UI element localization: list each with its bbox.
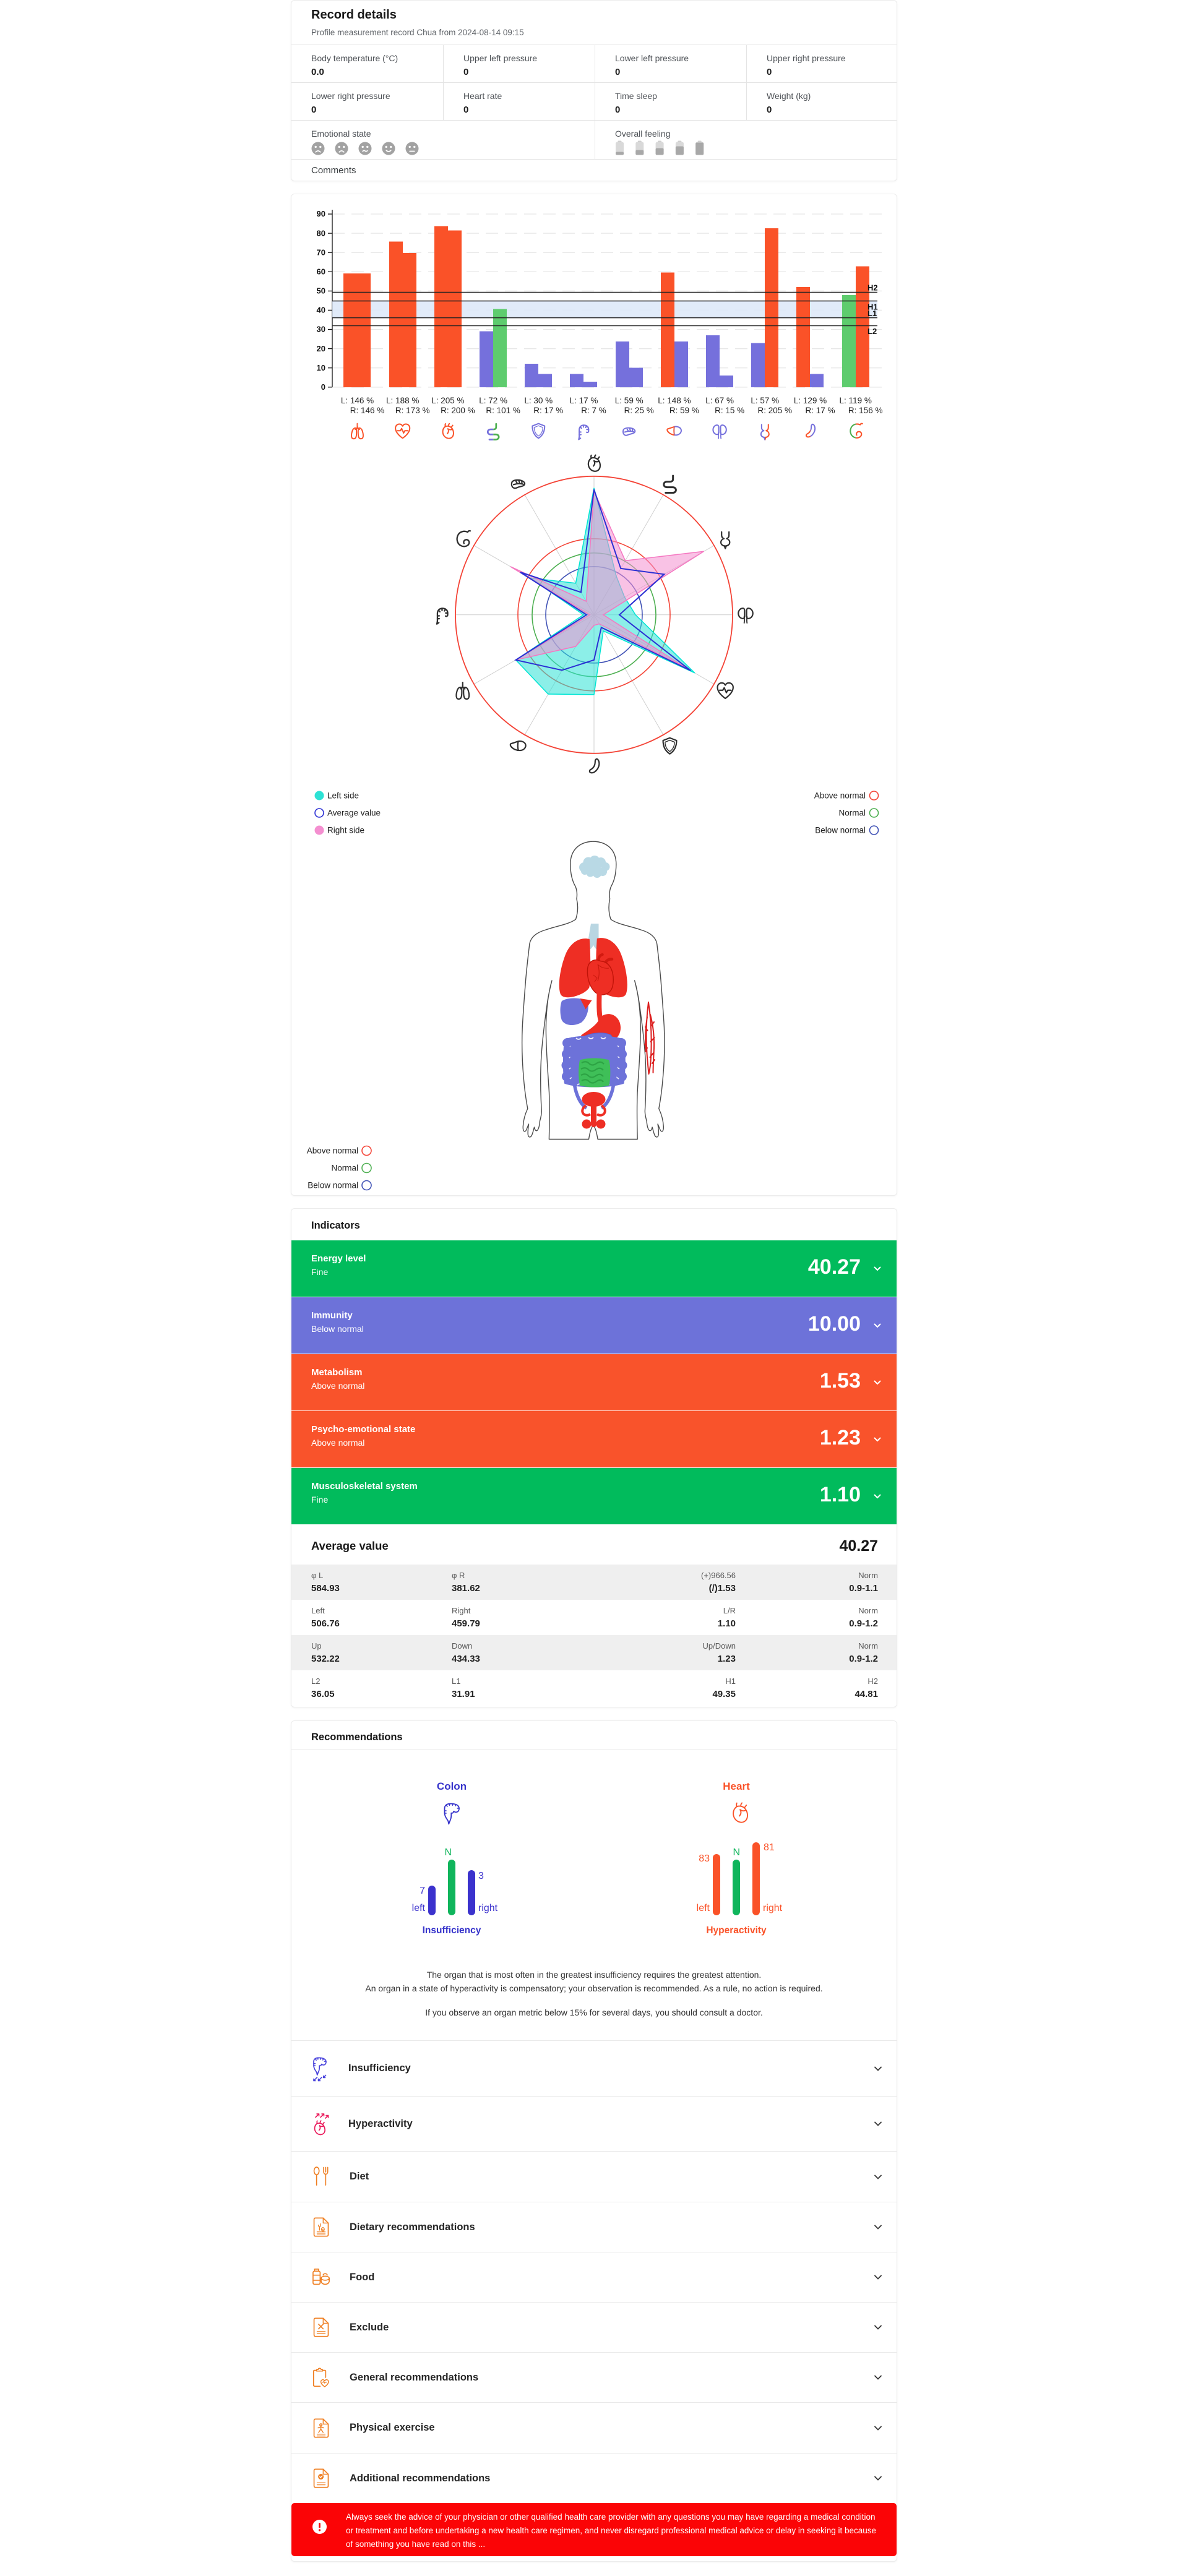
svg-text:Normal: Normal (838, 809, 866, 818)
svg-text:Right side: Right side (327, 826, 364, 835)
svg-text:L: 17 %: L: 17 % (570, 396, 598, 405)
svg-text:R: 200 %: R: 200 % (441, 406, 475, 415)
svg-text:R: 7 %: R: 7 % (581, 406, 606, 415)
svg-text:Above normal: Above normal (307, 1146, 358, 1156)
svg-text:L: 119 %: L: 119 % (840, 396, 872, 405)
svg-text:L: 67 %: L: 67 % (705, 396, 734, 405)
svg-text:R: 146 %: R: 146 % (350, 406, 385, 415)
svg-text:80: 80 (317, 228, 325, 238)
svg-text:70: 70 (317, 247, 325, 257)
svg-text:L: 148 %: L: 148 % (658, 396, 691, 405)
svg-text:R: 25 %: R: 25 % (624, 406, 654, 415)
svg-text:40: 40 (317, 306, 325, 315)
svg-text:20: 20 (317, 344, 325, 353)
svg-text:30: 30 (317, 325, 325, 334)
svg-text:H1: H1 (867, 303, 878, 312)
svg-text:L: 205 %: L: 205 % (431, 396, 464, 405)
svg-text:L2: L2 (867, 327, 877, 336)
svg-text:L: 30 %: L: 30 % (524, 396, 553, 405)
svg-text:90: 90 (317, 209, 325, 218)
svg-text:60: 60 (317, 267, 325, 277)
svg-text:R: 173 %: R: 173 % (395, 406, 430, 415)
svg-text:L: 57 %: L: 57 % (751, 396, 779, 405)
svg-text:L: 188 %: L: 188 % (386, 396, 419, 405)
svg-text:R: 101 %: R: 101 % (486, 406, 520, 415)
svg-text:Average value: Average value (327, 809, 381, 818)
svg-text:0: 0 (321, 382, 325, 392)
svg-text:L: 59 %: L: 59 % (615, 396, 644, 405)
svg-text:Below normal: Below normal (308, 1181, 358, 1190)
svg-text:L: 146 %: L: 146 % (341, 396, 374, 405)
svg-text:R: 156 %: R: 156 % (848, 406, 883, 415)
svg-text:Normal: Normal (331, 1164, 358, 1173)
svg-text:Below normal: Below normal (815, 826, 866, 835)
svg-text:L: 72 %: L: 72 % (479, 396, 507, 405)
svg-text:R: 15 %: R: 15 % (715, 406, 744, 415)
svg-text:L1: L1 (867, 309, 877, 318)
svg-text:R: 59 %: R: 59 % (669, 406, 699, 415)
svg-text:Above normal: Above normal (814, 791, 866, 801)
svg-text:R: 17 %: R: 17 % (805, 406, 835, 415)
svg-text:H2: H2 (867, 283, 878, 293)
svg-text:R: 17 %: R: 17 % (533, 406, 563, 415)
svg-text:L: 129 %: L: 129 % (794, 396, 827, 405)
svg-text:R: 205 %: R: 205 % (758, 406, 793, 415)
svg-text:10: 10 (317, 363, 325, 372)
svg-text:50: 50 (317, 286, 325, 296)
svg-text:Left side: Left side (327, 791, 359, 801)
